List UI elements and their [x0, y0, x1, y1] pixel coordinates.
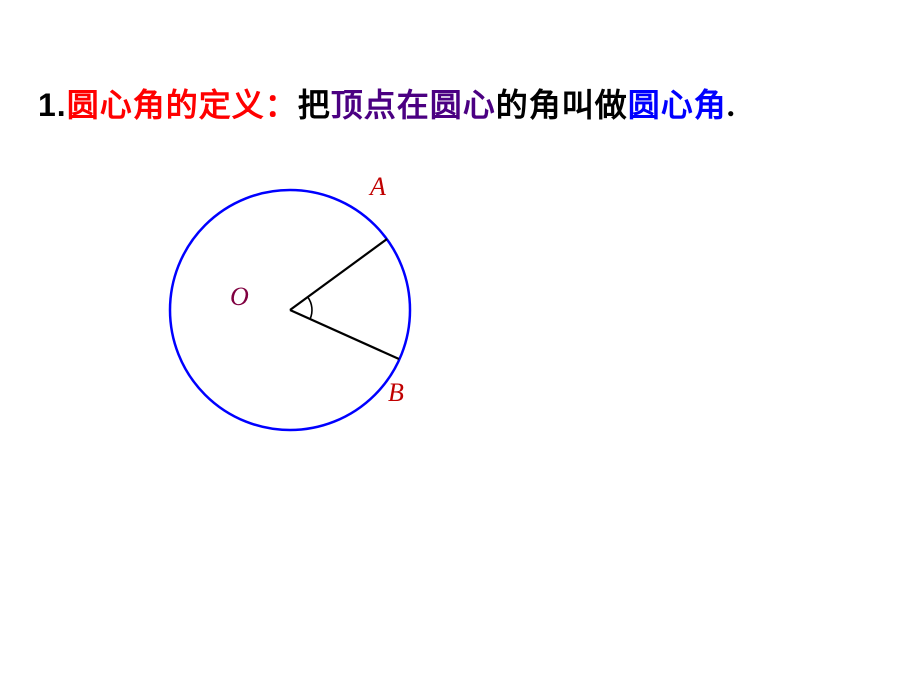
title-seg6: . [727, 87, 736, 123]
title-seg2: 把 [298, 87, 331, 123]
title-number: 1. [38, 87, 67, 123]
title-seg5: 圆心角 [628, 87, 727, 123]
angle-arc [308, 297, 312, 319]
page-canvas: 1.圆心角的定义：把顶点在圆心的角叫做圆心角. A B O [0, 0, 920, 690]
label-O: O [230, 282, 249, 312]
definition-title: 1.圆心角的定义：把顶点在圆心的角叫做圆心角. [38, 80, 736, 126]
circle-diagram: A B O [140, 160, 490, 510]
label-B: B [388, 378, 404, 408]
title-seg3: 顶点在圆心 [331, 87, 496, 123]
title-seg1: 圆心角的定义： [67, 87, 298, 123]
label-A: A [370, 172, 386, 202]
geometry-svg [140, 160, 490, 510]
radius-OB [290, 310, 399, 359]
title-seg4: 的角叫做 [496, 87, 628, 123]
radius-OA [290, 239, 387, 310]
